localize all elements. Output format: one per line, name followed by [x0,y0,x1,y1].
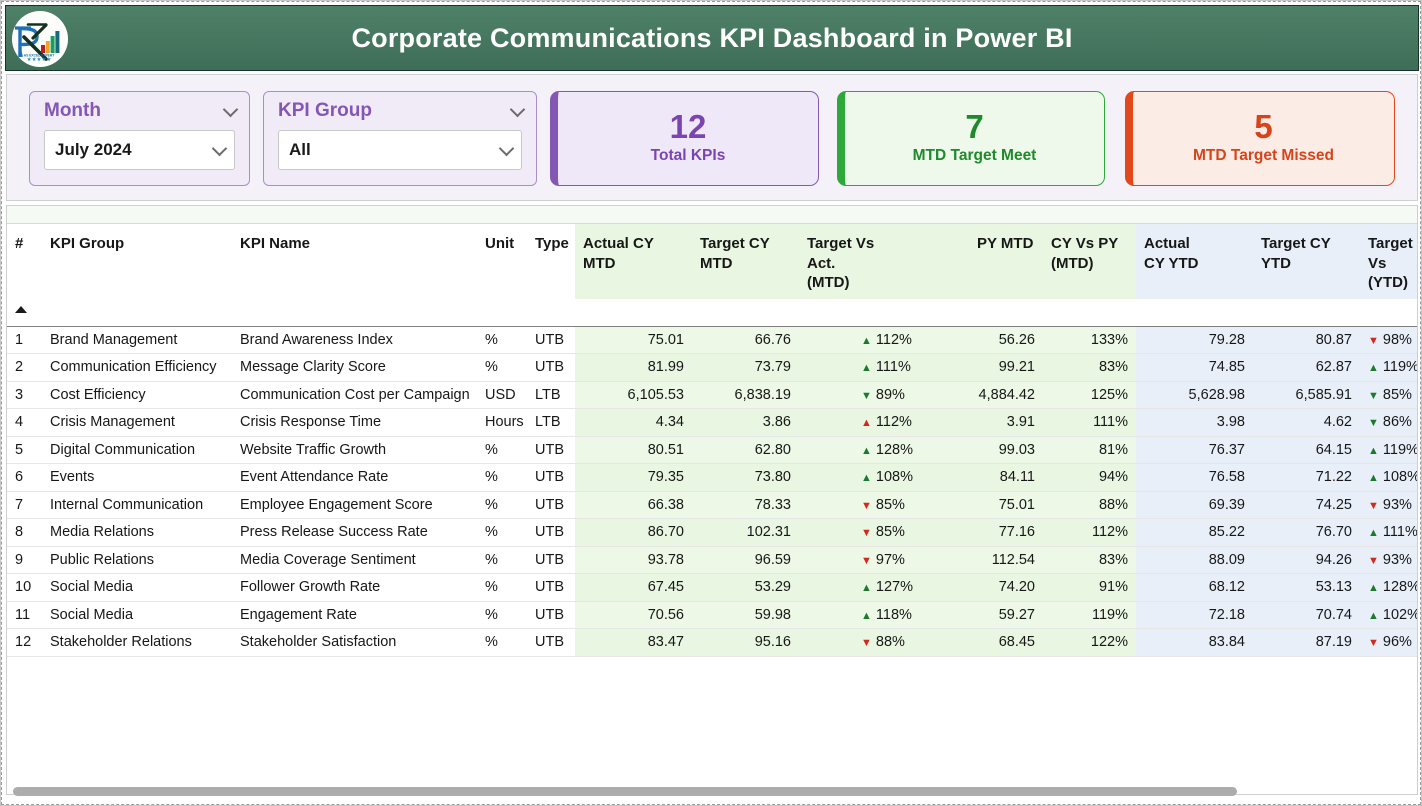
svg-text:★★★★★: ★★★★★ [27,56,52,63]
